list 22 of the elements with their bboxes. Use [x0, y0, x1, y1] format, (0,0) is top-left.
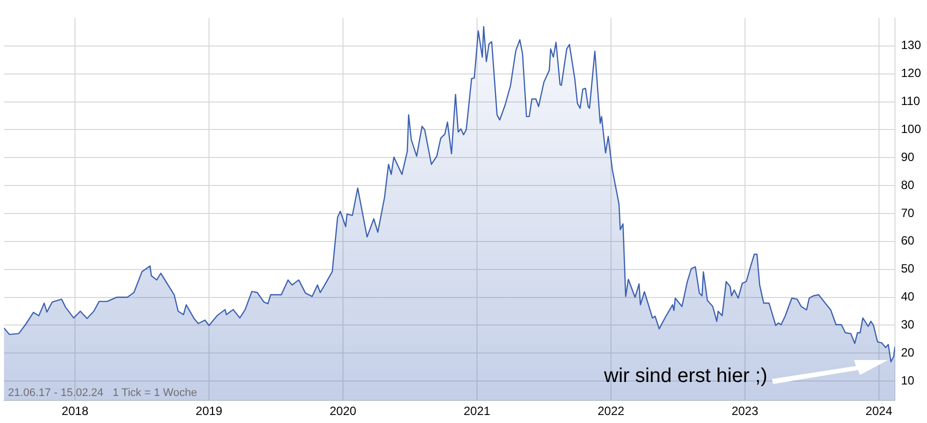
y-tick-label: 10	[900, 373, 915, 388]
y-tick-label: 20	[900, 345, 915, 360]
annotation: wir sind erst hier ;)	[603, 365, 768, 388]
y-tick-label: 110	[900, 94, 920, 108]
y-tick-label: 30	[900, 318, 915, 332]
y-tick-label: 50	[900, 262, 915, 276]
x-tick-label: 2023	[732, 404, 759, 418]
y-tick-label: 120	[900, 66, 922, 80]
y-tick-label: 130	[900, 38, 922, 52]
y-tick-label: 90	[900, 150, 915, 164]
y-tick-label: 40	[900, 290, 915, 304]
annotation: 21.06.17 - 15.02.24 1 Tick = 1 Woche	[8, 387, 198, 400]
x-tick-label: 2020	[330, 404, 357, 418]
x-tick-label: 2024	[866, 404, 893, 418]
x-tick-label: 2022	[598, 404, 625, 418]
y-tick-label: 60	[900, 234, 915, 248]
y-tick-label: 100	[900, 122, 922, 136]
x-tick-label: 2018	[62, 404, 89, 418]
y-tick-label: 70	[900, 206, 915, 220]
x-tick-label: 2021	[464, 404, 491, 418]
y-tick-label: 80	[900, 178, 915, 192]
x-tick-label: 2019	[196, 404, 223, 418]
